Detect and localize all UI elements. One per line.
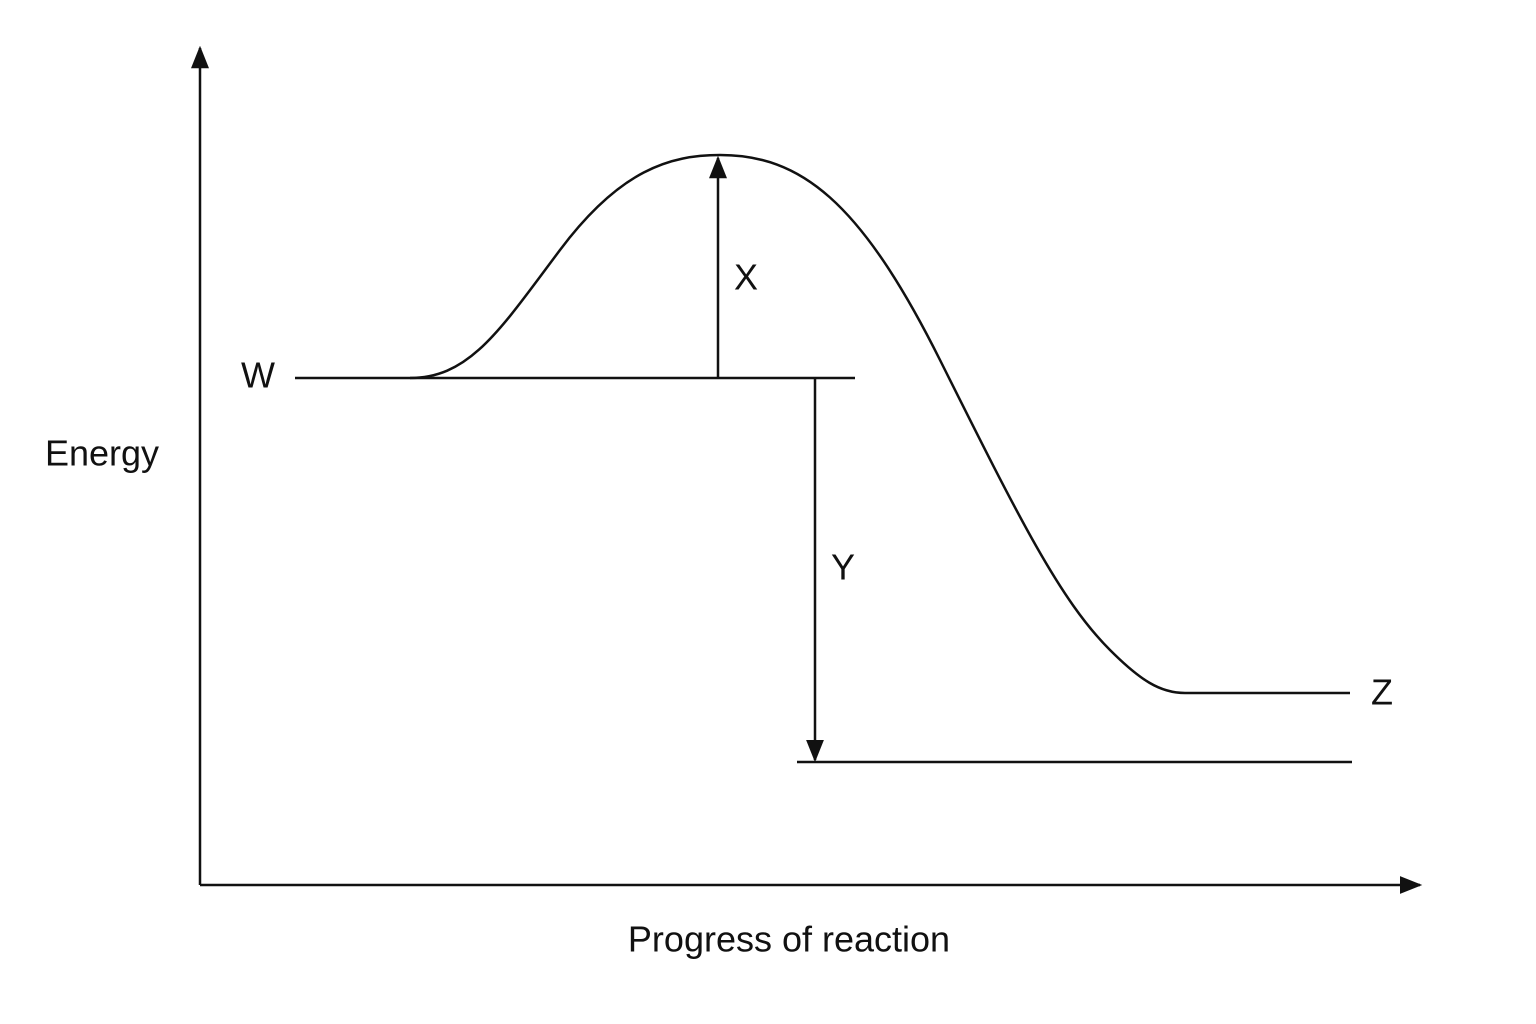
- y-axis-label: Energy: [45, 433, 159, 474]
- x-axis-label: Progress of reaction: [628, 919, 950, 960]
- energy-curve: [295, 153, 1350, 695]
- label-w: W: [241, 355, 275, 396]
- label-x: X: [734, 257, 758, 298]
- label-y: Y: [831, 547, 855, 588]
- label-z: Z: [1371, 672, 1393, 713]
